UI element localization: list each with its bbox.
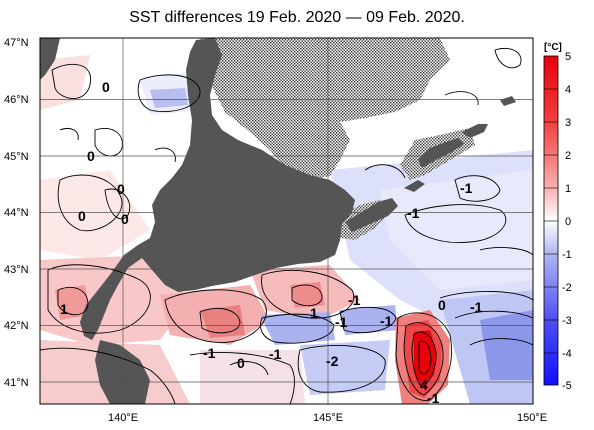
lat-label: 43°N	[4, 264, 29, 276]
contour-label: -1	[348, 292, 361, 308]
colorbar-tick: 2	[565, 150, 571, 162]
contour-label: 0	[78, 208, 86, 224]
contour-label: -1	[470, 299, 483, 315]
contour-label: 1	[60, 301, 68, 317]
contour-label: -1	[335, 314, 348, 330]
contour-label: -2	[326, 353, 339, 369]
contour-label: -1	[269, 346, 282, 362]
lon-label: 145°E	[313, 412, 343, 424]
lat-label: 46°N	[4, 94, 29, 106]
lon-labels: 140°E 145°E 150°E	[108, 412, 547, 424]
land	[40, 38, 516, 404]
colorbar-tick: -2	[562, 282, 572, 294]
contour-label: 0	[102, 79, 110, 95]
colorbar-unit: [°C]	[544, 42, 562, 53]
contour-lines	[40, 47, 533, 404]
lon-label: 140°E	[108, 412, 138, 424]
colorbar-tick: -4	[562, 348, 572, 360]
contour-labels: 0 0 0 0 0 -1 -1 1 1 -1 -1 -1 -1 -1 -1 0 …	[60, 79, 483, 406]
colorbar-tick: -5	[562, 380, 572, 392]
contour-label: 0	[117, 181, 125, 197]
colorbar-tick: 3	[565, 117, 571, 129]
colorbar: [°C] 5 4 3 2 1 0 -1 -2 -3 -4 -5	[543, 42, 572, 392]
colorbar-gradient	[543, 55, 559, 386]
colorbar-tick: 0	[565, 216, 571, 228]
contour-label: -1	[203, 345, 216, 361]
map-title: SST differences 19 Feb. 2020 — 09 Feb. 2…	[129, 9, 465, 26]
contour-label: -1	[427, 390, 440, 406]
contour-label: 0	[121, 211, 129, 227]
contour-label: 0	[237, 355, 245, 371]
contour-label: -1	[407, 205, 420, 221]
lat-label: 41°N	[4, 377, 29, 389]
lat-labels: 47°N 46°N 45°N 44°N 43°N 42°N 41°N	[4, 37, 29, 389]
colorbar-tick: -3	[562, 315, 572, 327]
contour-label: 0	[438, 297, 446, 313]
lat-label: 42°N	[4, 320, 29, 332]
lat-label: 47°N	[4, 37, 29, 49]
contour-label: 0	[87, 148, 95, 164]
contour-label: -1	[380, 313, 393, 329]
contour-label: 4	[420, 377, 428, 393]
contour-label: -1	[460, 180, 473, 196]
lat-label: 45°N	[4, 151, 29, 163]
lon-label: 150°E	[517, 412, 547, 424]
colorbar-tick: 1	[565, 183, 571, 195]
colorbar-tick: -1	[562, 249, 572, 261]
sea-ice	[200, 38, 475, 240]
anomaly-field	[40, 55, 533, 404]
graticule	[40, 38, 533, 404]
lat-label: 44°N	[4, 207, 29, 219]
colorbar-tick: 5	[565, 51, 571, 63]
colorbar-tick: 4	[565, 84, 571, 96]
contour-label: 1	[310, 305, 318, 321]
map-frame	[39, 37, 534, 405]
